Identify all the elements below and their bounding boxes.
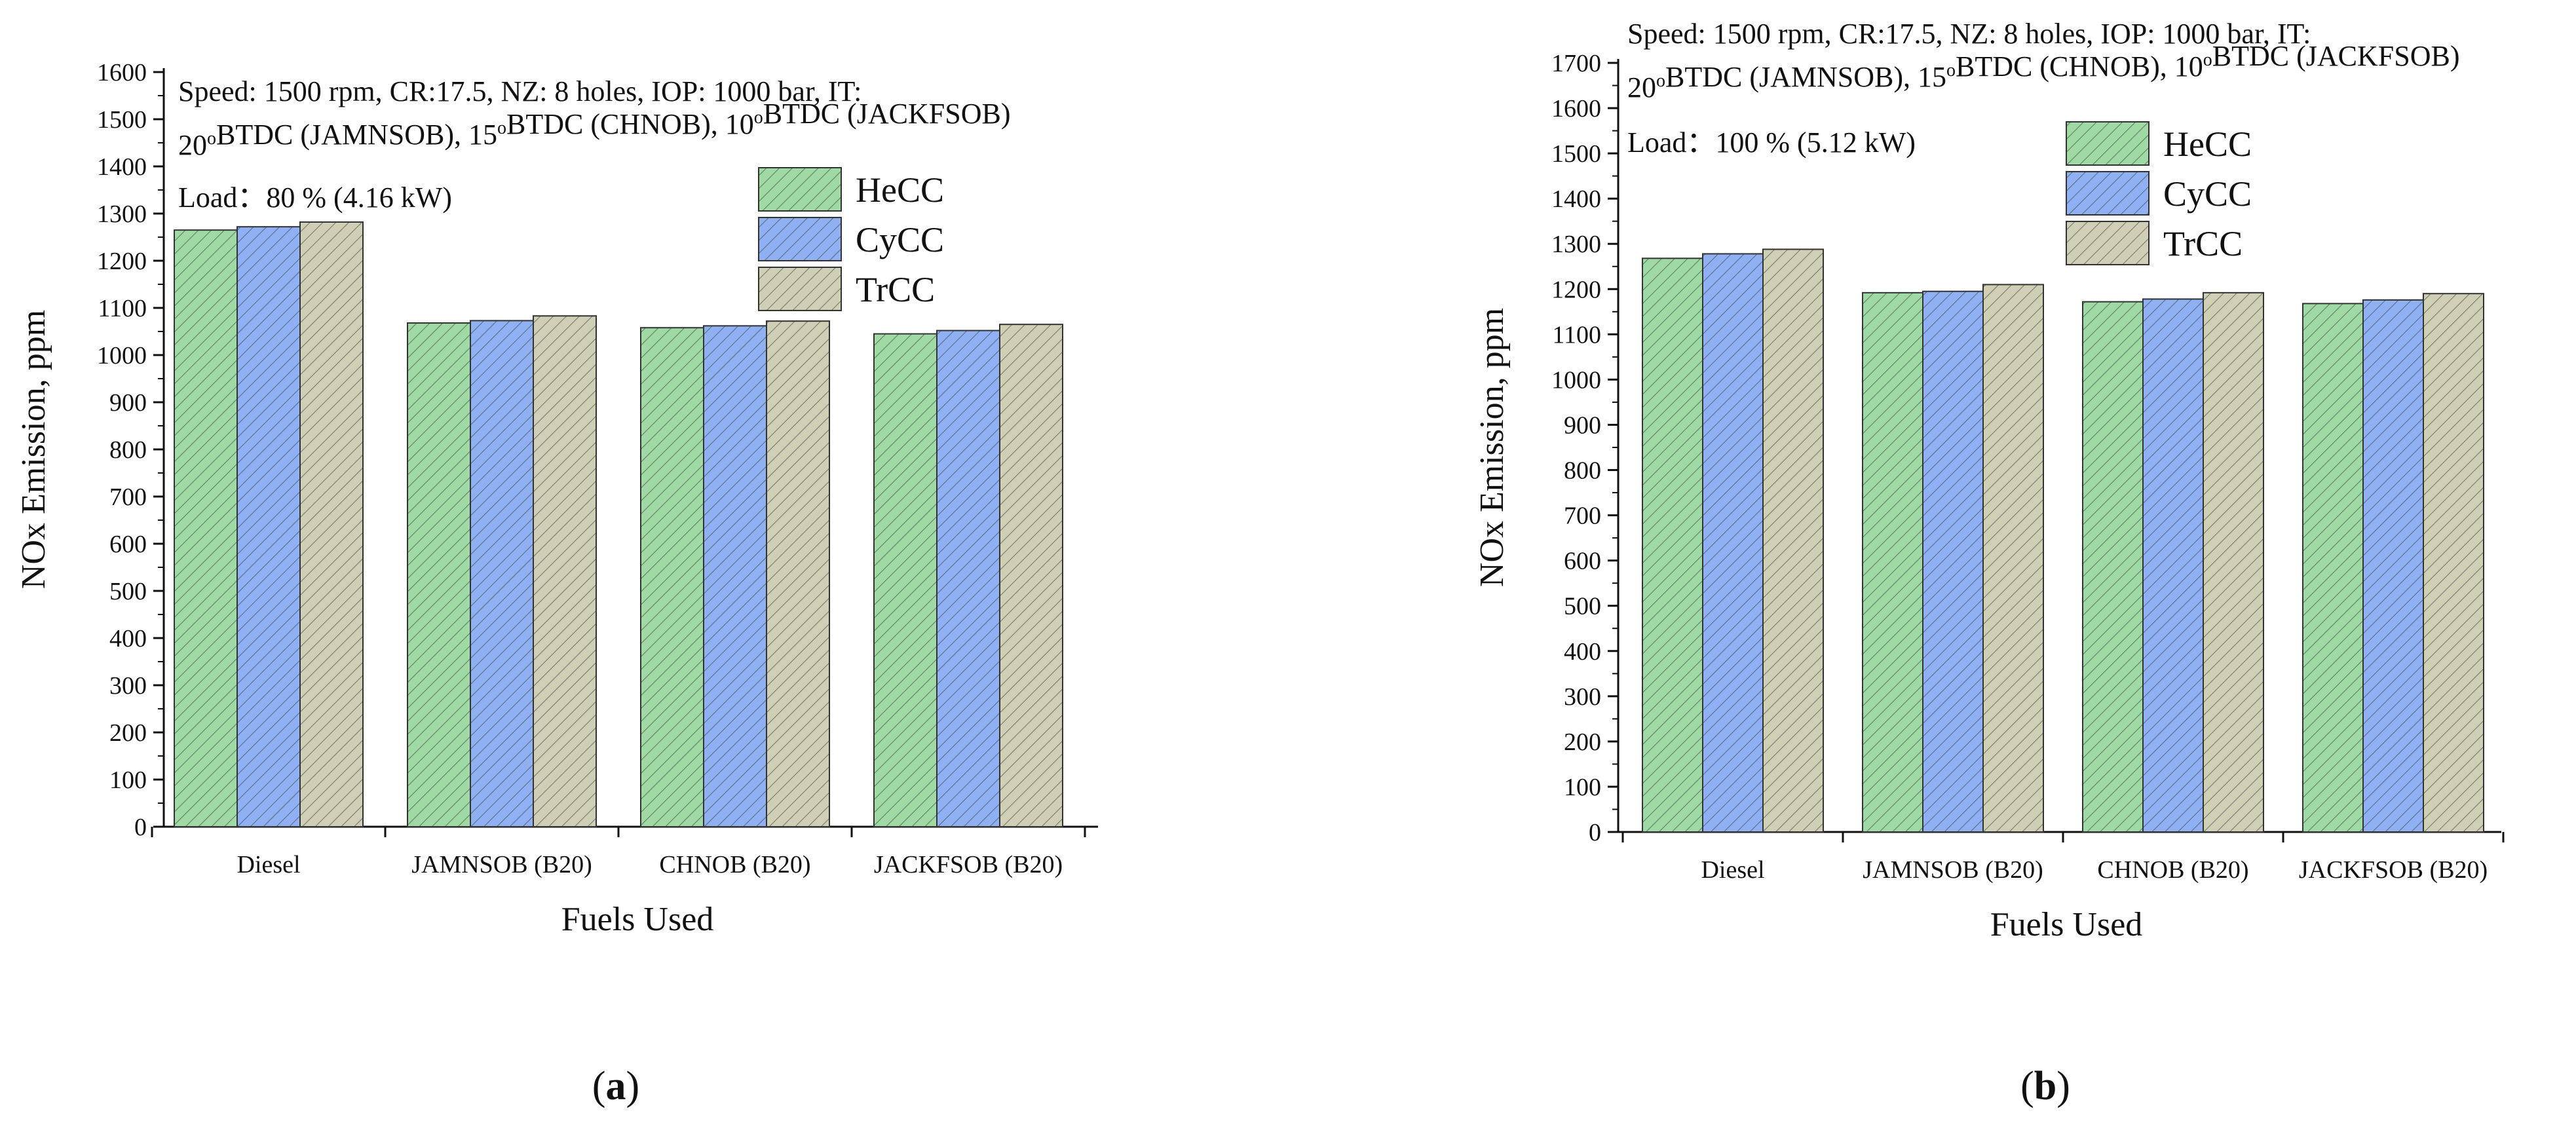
legend-label-cycc: CyCC bbox=[856, 220, 944, 259]
x-axis-title: Fuels Used bbox=[561, 901, 714, 938]
legend: HeCC CyCC TrCC bbox=[2066, 121, 2252, 265]
bar-hatch-trcc-0 bbox=[1763, 249, 1823, 832]
y-tick-label: 100 bbox=[1564, 774, 1601, 801]
y-tick-label: 1400 bbox=[1551, 185, 1601, 213]
bar-hatch-cycc-2 bbox=[704, 326, 767, 827]
chart-panel-b: 0 100 200 300 400 500 600 700 800 900 1000 1100 1200… bbox=[1473, 18, 2505, 1108]
annotation-line-1: Speed: 1500 rpm, CR:17.5, NZ: 8 holes, I… bbox=[1627, 18, 2311, 50]
legend-label-hecc: HeCC bbox=[2163, 124, 2252, 164]
y-tick-label: 1700 bbox=[1551, 50, 1601, 77]
bar-hatch-trcc-1 bbox=[1983, 284, 2043, 832]
bar-hatch-trcc-0 bbox=[300, 221, 363, 827]
bar-hatch-hecc-3 bbox=[2303, 303, 2363, 832]
x-tick-label: CHNOB (B20) bbox=[659, 851, 810, 878]
legend-label-trcc: TrCC bbox=[856, 270, 935, 309]
legend-swatch-hatch-trcc bbox=[2066, 221, 2149, 265]
bar-hatch-hecc-3 bbox=[874, 333, 937, 827]
annotation-line-2: 20oBTDC (JAMNSOB), 15oBTDC (CHNOB), 10oB… bbox=[178, 98, 1010, 161]
y-tick-label: 1500 bbox=[97, 106, 147, 134]
y-tick-label: 700 bbox=[109, 483, 147, 511]
legend: HeCC CyCC TrCC bbox=[758, 167, 944, 311]
y-tick-label: 1200 bbox=[1551, 276, 1601, 303]
legend-swatch-hatch-cycc bbox=[2066, 172, 2149, 215]
y-tick-label: 500 bbox=[109, 578, 147, 605]
y-tick-label: 900 bbox=[1564, 411, 1601, 439]
bar-hatch-cycc-3 bbox=[2363, 299, 2423, 832]
y-tick-label: 0 bbox=[134, 814, 147, 841]
x-axis-title: Fuels Used bbox=[1990, 906, 2143, 943]
panel-label: (a) bbox=[592, 1064, 639, 1108]
legend-swatch-hatch-cycc bbox=[759, 217, 841, 261]
y-tick-label: 200 bbox=[1564, 728, 1601, 756]
x-tick-label: JACKFSOB (B20) bbox=[874, 851, 1063, 878]
y-tick-label: 700 bbox=[1564, 502, 1601, 530]
bar-hatch-hecc-1 bbox=[1863, 292, 1923, 832]
y-tick-label: 1200 bbox=[97, 248, 147, 275]
y-axis-title: NOx Emission, ppm bbox=[15, 310, 52, 589]
y-tick-label: 300 bbox=[109, 672, 147, 700]
y-tick-label: 1500 bbox=[1551, 140, 1601, 168]
annotation-line-3: Load：80 % (4.16 kW) bbox=[178, 181, 452, 214]
y-tick-label: 0 bbox=[1589, 819, 1601, 846]
y-tick-label: 100 bbox=[109, 766, 147, 794]
bar-hatch-cycc-3 bbox=[937, 330, 1000, 827]
y-axis-title: NOx Emission, ppm bbox=[1473, 308, 1511, 587]
y-tick-label: 600 bbox=[1564, 548, 1601, 575]
y-tick-label: 1600 bbox=[97, 59, 147, 86]
x-tick-label: Diesel bbox=[1701, 856, 1764, 884]
legend-swatch-hatch-hecc bbox=[759, 168, 841, 211]
legend-swatch-hatch-hecc bbox=[2066, 122, 2149, 165]
bar-hatch-hecc-1 bbox=[407, 323, 470, 827]
y-tick-label: 400 bbox=[1564, 638, 1601, 666]
y-tick-label: 500 bbox=[1564, 593, 1601, 620]
bar-hatch-cycc-2 bbox=[2143, 299, 2203, 832]
legend-label-cycc: CyCC bbox=[2163, 174, 2252, 214]
y-tick-label: 1000 bbox=[97, 342, 147, 369]
y-tick-label: 1600 bbox=[1551, 95, 1601, 123]
chart-panel-a: 0 100 200 300 400 500 600 700 800 900 1000 1100 1200… bbox=[15, 59, 1098, 1108]
bar-hatch-trcc-3 bbox=[1000, 324, 1063, 827]
y-tick-label: 1000 bbox=[1551, 366, 1601, 394]
y-tick-label: 1300 bbox=[1551, 231, 1601, 258]
y-tick-label: 800 bbox=[109, 436, 147, 464]
bar-hatch-hecc-2 bbox=[2083, 301, 2143, 832]
bar-hatch-cycc-1 bbox=[1923, 291, 1983, 832]
bar-hatch-trcc-2 bbox=[2203, 292, 2263, 832]
y-tick-label: 400 bbox=[109, 625, 147, 652]
legend-label-hecc: HeCC bbox=[856, 170, 944, 210]
x-tick-label: JAMNSOB (B20) bbox=[1863, 856, 2043, 884]
bar-hatch-hecc-0 bbox=[1642, 258, 1703, 832]
x-tick-label: JACKFSOB (B20) bbox=[2299, 856, 2488, 884]
y-tick-label: 900 bbox=[109, 389, 147, 417]
bar-hatch-cycc-0 bbox=[237, 227, 300, 827]
y-tick-label: 600 bbox=[109, 531, 147, 558]
y-tick-label: 1100 bbox=[98, 295, 147, 322]
panel-label: (b) bbox=[2020, 1064, 2070, 1108]
y-tick-label: 1100 bbox=[1552, 321, 1601, 349]
bar-hatch-hecc-2 bbox=[641, 328, 704, 827]
bar-hatch-trcc-1 bbox=[533, 316, 596, 827]
y-tick-label: 300 bbox=[1564, 683, 1601, 711]
bar-hatch-cycc-1 bbox=[470, 320, 533, 827]
y-tick-label: 1400 bbox=[97, 153, 147, 181]
annotation-line-2: 20oBTDC (JAMNSOB), 15oBTDC (CHNOB), 10oB… bbox=[1627, 40, 2459, 104]
y-tick-label: 1300 bbox=[97, 200, 147, 228]
bar-hatch-trcc-3 bbox=[2423, 293, 2484, 832]
bar-hatch-trcc-2 bbox=[767, 321, 829, 827]
bar-hatch-cycc-0 bbox=[1703, 254, 1763, 832]
legend-label-trcc: TrCC bbox=[2163, 224, 2243, 263]
y-tick-label: 800 bbox=[1564, 457, 1601, 485]
legend-swatch-hatch-trcc bbox=[759, 267, 841, 311]
x-tick-label: JAMNSOB (B20) bbox=[411, 851, 592, 878]
annotation-line-1: Speed: 1500 rpm, CR:17.5, NZ: 8 holes, I… bbox=[178, 75, 862, 107]
y-tick-label: 200 bbox=[109, 719, 147, 747]
x-tick-label: CHNOB (B20) bbox=[2097, 856, 2248, 884]
x-tick-label: Diesel bbox=[237, 851, 300, 878]
bar-hatch-hecc-0 bbox=[174, 230, 237, 827]
annotation-line-3: Load：100 % (5.12 kW) bbox=[1627, 126, 1916, 159]
